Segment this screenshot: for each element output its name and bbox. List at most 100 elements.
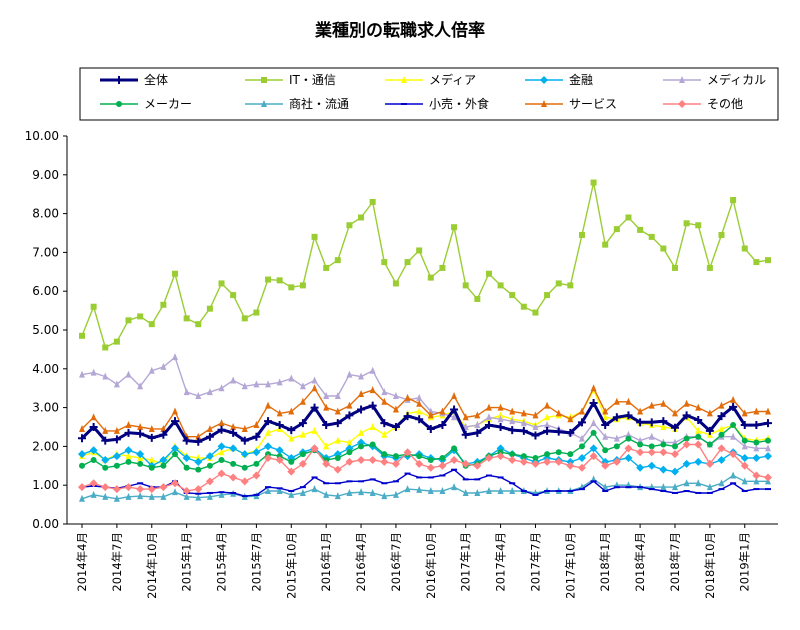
data-point: [671, 483, 678, 491]
data-point: [625, 430, 632, 438]
data-point: [172, 353, 179, 361]
data-point: [369, 423, 376, 430]
data-point: [229, 428, 238, 437]
data-point: [519, 457, 528, 466]
data-point: [741, 442, 748, 450]
data-point: [764, 452, 772, 461]
data-point: [334, 391, 341, 399]
data-point: [195, 432, 202, 440]
data-point: [334, 455, 341, 462]
data-point: [427, 411, 434, 419]
data-point: [695, 222, 702, 229]
data-point: [125, 317, 132, 324]
data-point: [346, 401, 353, 409]
data-point: [683, 220, 690, 227]
x-tick-label: 2019年1月: [738, 532, 752, 592]
data-point: [218, 384, 225, 392]
data-point: [415, 459, 424, 468]
x-tick-label: 2017年7月: [528, 532, 542, 592]
data-point: [101, 483, 110, 492]
data-point: [509, 417, 516, 425]
series-8: [79, 384, 771, 440]
data-point: [195, 321, 202, 328]
data-point: [230, 423, 237, 430]
data-point: [765, 437, 771, 444]
y-tick-label: 9.00: [32, 168, 59, 182]
data-point: [392, 453, 399, 460]
data-point: [230, 292, 237, 299]
x-tick-label: 2017年10月: [563, 532, 577, 599]
data-point: [381, 388, 388, 396]
data-point: [194, 437, 203, 446]
data-point: [205, 432, 214, 441]
data-point: [148, 321, 155, 328]
data-point: [555, 280, 562, 287]
data-point: [670, 450, 679, 459]
data-point: [765, 444, 771, 452]
data-point: [416, 247, 423, 254]
data-point: [451, 413, 458, 421]
data-point: [554, 457, 563, 466]
data-point: [358, 428, 365, 436]
data-point: [89, 479, 98, 488]
x-tick-label: 2018年7月: [668, 532, 682, 592]
data-point: [124, 446, 133, 455]
data-point: [115, 76, 123, 84]
data-point: [660, 441, 667, 448]
data-point: [125, 458, 132, 465]
data-point: [705, 459, 714, 468]
data-point: [333, 419, 342, 428]
series-line: [81, 182, 769, 349]
data-point: [474, 421, 481, 429]
x-tick-label: 2017年1月: [459, 532, 473, 592]
data-point: [589, 398, 598, 407]
data-point: [670, 467, 679, 476]
data-point: [240, 477, 249, 486]
data-point: [718, 401, 725, 409]
data-point: [218, 419, 225, 427]
data-point: [358, 372, 365, 380]
data-point: [520, 303, 527, 310]
data-point: [323, 403, 330, 411]
data-point: [461, 459, 470, 468]
data-point: [253, 380, 260, 388]
data-point: [137, 460, 144, 467]
data-point: [577, 418, 586, 427]
data-point: [369, 488, 376, 496]
data-point: [706, 441, 713, 448]
data-point: [648, 233, 655, 240]
legend-label: その他: [707, 97, 743, 111]
data-point: [101, 436, 110, 445]
series-0: [78, 398, 772, 446]
data-point: [496, 452, 505, 461]
data-point: [485, 270, 492, 277]
data-point: [474, 488, 481, 496]
data-point: [160, 301, 167, 308]
data-point: [90, 490, 97, 498]
data-point: [717, 444, 726, 453]
data-point: [416, 393, 423, 401]
data-point: [578, 434, 585, 442]
data-point: [323, 391, 330, 399]
data-point: [345, 457, 354, 466]
data-point: [625, 214, 632, 221]
data-point: [427, 487, 434, 495]
data-point: [380, 457, 389, 466]
data-point: [113, 462, 120, 469]
data-point: [298, 459, 307, 468]
chart-title: 業種別の転職求人倍率: [315, 21, 485, 41]
data-point: [752, 421, 761, 430]
data-point: [765, 407, 771, 415]
x-tick-label: 2015年1月: [180, 532, 194, 592]
data-point: [752, 471, 761, 480]
data-point: [730, 471, 737, 479]
data-point: [160, 424, 167, 432]
data-point: [252, 471, 261, 480]
data-point: [287, 426, 296, 435]
data-point: [566, 461, 575, 470]
data-point: [706, 409, 713, 417]
x-tick-label: 2015年4月: [215, 532, 229, 592]
data-point: [753, 477, 760, 485]
data-point: [147, 433, 156, 442]
data-point: [543, 457, 552, 466]
